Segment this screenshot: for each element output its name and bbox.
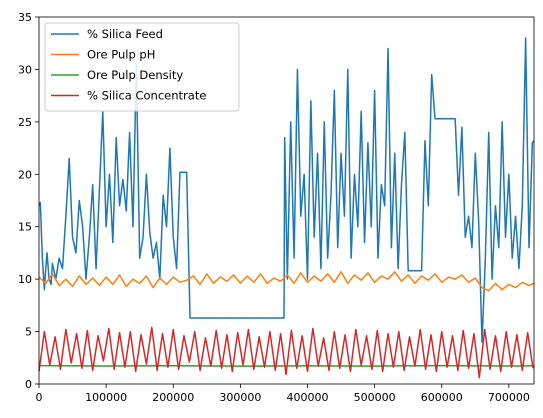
- x-tick-label: 600000: [421, 391, 463, 404]
- y-tick-label: 30: [18, 63, 32, 76]
- legend-label: % Silica Feed: [87, 27, 163, 41]
- x-axis: 0 100000 200000 300000 400000 500000 600000 700…: [36, 384, 530, 404]
- x-tick-label: 300000: [219, 391, 261, 404]
- x-tick-label: 100000: [85, 391, 127, 404]
- y-tick-label: 0: [25, 378, 32, 391]
- x-tick-label: 400000: [286, 391, 328, 404]
- y-axis: 0 5 10 15 20 25 30 35: [18, 11, 39, 391]
- x-tick-label: 700000: [488, 391, 530, 404]
- y-tick-label: 5: [25, 326, 32, 339]
- y-tick-label: 35: [18, 11, 32, 24]
- x-tick-label: 500000: [354, 391, 396, 404]
- legend: % Silica Feed Ore Pulp pH Ore Pulp Density…: [44, 22, 240, 112]
- series-line-0: [38, 37, 535, 343]
- axes-frame: [38, 16, 535, 385]
- y-tick-label: 20: [18, 168, 32, 181]
- y-tick-label: 15: [18, 221, 32, 234]
- y-tick-label: 10: [18, 273, 32, 286]
- series-line-1: [38, 271, 535, 292]
- legend-label: Ore Pulp pH: [87, 48, 155, 62]
- legend-label: Ore Pulp Density: [87, 68, 183, 82]
- plot-lines: [38, 37, 535, 379]
- x-tick-label: 200000: [152, 391, 194, 404]
- legend-box: [44, 22, 240, 112]
- legend-label: % Silica Concentrate: [87, 89, 206, 103]
- x-tick-label: 0: [36, 391, 43, 404]
- y-tick-label: 25: [18, 116, 32, 129]
- series-line-3: [38, 326, 534, 379]
